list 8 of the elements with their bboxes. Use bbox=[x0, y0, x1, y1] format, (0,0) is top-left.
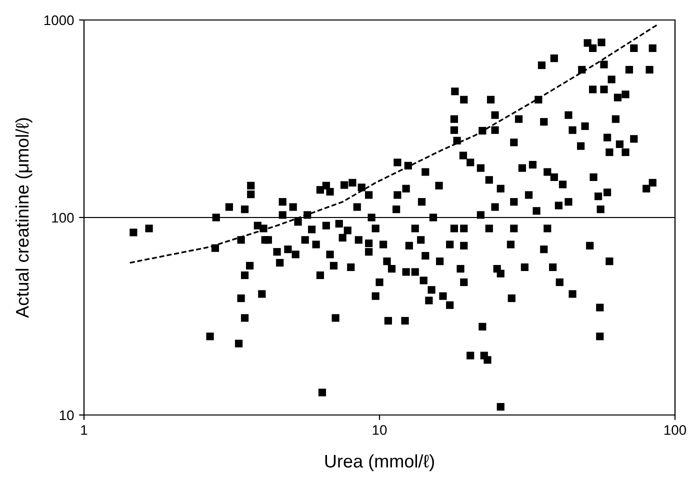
y-tick-label: 10 bbox=[60, 410, 74, 420]
x-axis-title: Urea (mmol/ℓ) bbox=[325, 454, 434, 472]
x-tick-label: 10 bbox=[372, 425, 387, 435]
y-tick-label: 100 bbox=[52, 212, 74, 223]
x-tick-label: 100 bbox=[664, 425, 686, 435]
y-axis-title: Actual creatinine (μmol/ℓ) bbox=[15, 118, 32, 318]
y-tick-label: 1000 bbox=[44, 15, 74, 26]
x-tick-label: 1 bbox=[81, 425, 88, 435]
